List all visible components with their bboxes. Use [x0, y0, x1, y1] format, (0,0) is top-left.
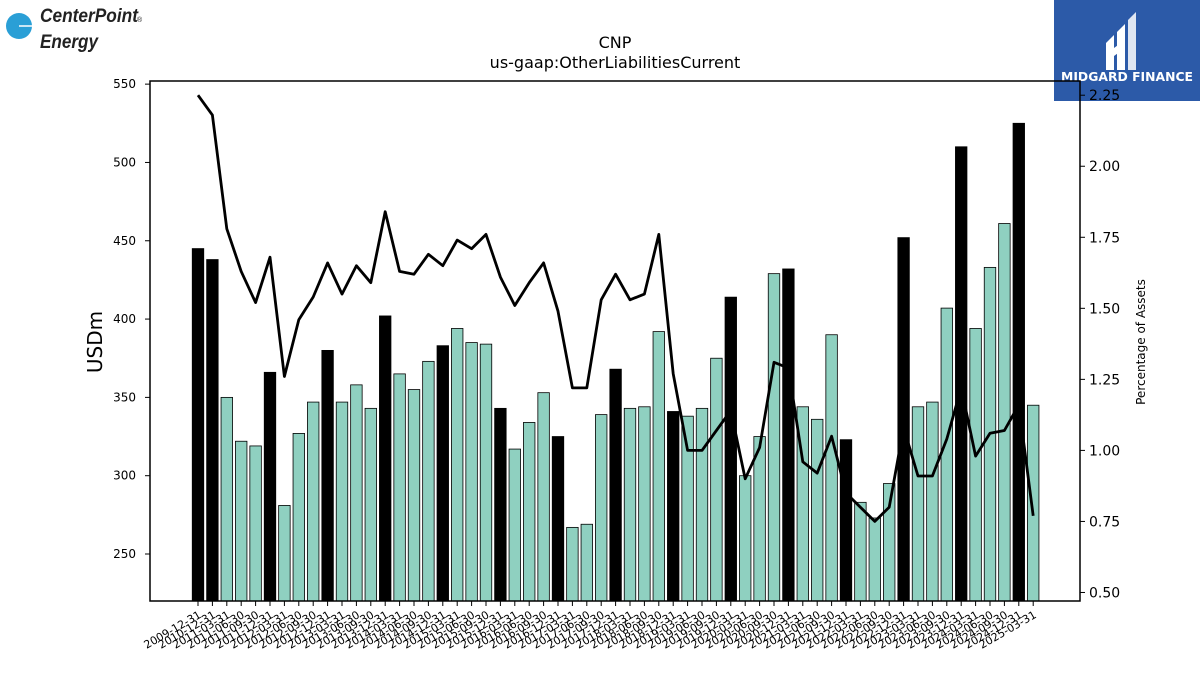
logo-line2: Energy — [40, 32, 99, 53]
x-axis: 2009-12-312010-12-312011-03-312011-06-30… — [142, 601, 1039, 652]
bar-2018-09-30 — [652, 331, 665, 602]
y-tick-label: 350 — [113, 390, 136, 404]
bar-2021-06-30 — [811, 418, 824, 602]
bar-2013-12-31 — [379, 315, 392, 602]
pct-of-assets-line — [196, 94, 1035, 523]
y-tick-label: 250 — [113, 547, 136, 561]
y-axis: 250 300 350 400 450 500 550 — [113, 77, 150, 561]
bar-2017-06-30 — [580, 523, 593, 602]
bar-2012-03-31 — [278, 505, 291, 602]
y2-tick-label: 2.00 — [1089, 159, 1120, 175]
y-axis-label: USDm — [83, 311, 107, 373]
bar-2016-03-31 — [508, 448, 521, 602]
bar-2013-09-30 — [364, 407, 377, 602]
bar-2020-06-30 — [753, 436, 766, 602]
bar-2015-03-31 — [451, 328, 464, 602]
y2-tick-label: 0.50 — [1089, 585, 1120, 601]
bar-2010-12-31 — [206, 259, 219, 602]
bar-2017-12-31 — [609, 368, 622, 602]
bar-2023-12-31 — [955, 146, 968, 602]
bar-2020-12-31 — [782, 268, 795, 602]
y2-tick-label: 0.75 — [1089, 514, 1120, 530]
y2-tick-label: 1.75 — [1089, 230, 1120, 246]
bar-2023-06-30 — [926, 401, 939, 602]
bar-2025-03-31 — [1027, 404, 1040, 602]
midgard-finance-logo: MIDGARD FINANCE — [1054, 0, 1200, 101]
bar-2022-06-30 — [868, 517, 881, 602]
bar-2022-03-31 — [854, 501, 867, 602]
bar-2012-06-30 — [292, 433, 305, 602]
bar-2011-12-31 — [263, 371, 277, 602]
y-tick-label: 550 — [113, 77, 136, 91]
bar-2014-12-31 — [436, 345, 449, 602]
bar-2011-06-30 — [235, 440, 248, 602]
y2-axis-label: Percentage of Assets — [1134, 279, 1148, 405]
bar-2009-12-31 — [191, 248, 205, 602]
logo-mark: ® — [137, 16, 143, 24]
bar-2020-09-30 — [767, 273, 781, 602]
y2-tick-label: 1.00 — [1089, 443, 1120, 459]
bar-2015-12-31 — [494, 407, 507, 602]
y2-tick-label: 1.25 — [1089, 372, 1120, 388]
bar-2015-06-30 — [465, 342, 478, 602]
y-tick-label: 450 — [113, 234, 136, 248]
bar-2017-03-31 — [566, 526, 579, 602]
bar-2019-06-30 — [695, 407, 709, 602]
y-tick-label: 300 — [113, 469, 136, 483]
bars-layer — [191, 122, 1040, 602]
bar-2012-09-30 — [307, 401, 320, 602]
bar-2023-03-31 — [911, 406, 925, 602]
bar-2012-12-31 — [321, 349, 334, 602]
bar-2015-09-30 — [479, 343, 493, 602]
bar-2016-12-31 — [551, 436, 565, 602]
bar-2018-06-30 — [638, 406, 651, 602]
y2-axis: 0.50 0.75 1.00 1.25 1.50 1.75 2.00 2.25 — [1080, 88, 1120, 601]
y2-tick-label: 1.50 — [1089, 301, 1120, 317]
chart-title: CNP — [599, 33, 632, 52]
bar-2014-06-30 — [407, 389, 421, 602]
line-layer — [196, 94, 1035, 523]
bar-2021-12-31 — [839, 439, 853, 602]
y2-tick-label: 2.25 — [1089, 88, 1120, 104]
bar-2014-03-31 — [393, 373, 406, 602]
logo-line1: CenterPoint — [40, 6, 139, 27]
bar-2023-09-30 — [940, 307, 953, 602]
bar-2018-12-31 — [667, 411, 680, 602]
bar-2011-03-31 — [220, 396, 233, 602]
bar-2021-09-30 — [825, 334, 838, 602]
midgard-mark-icon — [1106, 12, 1136, 70]
bar-2024-09-30 — [998, 223, 1011, 602]
midgard-text: MIDGARD FINANCE — [1061, 70, 1193, 84]
bar-2016-09-30 — [537, 392, 550, 602]
bar-2014-09-30 — [422, 360, 435, 602]
bar-2011-09-30 — [249, 445, 262, 602]
plot-frame — [149, 80, 1081, 602]
bar-2019-09-30 — [710, 357, 723, 602]
y-tick-label: 400 — [113, 312, 136, 326]
bar-2017-09-30 — [595, 414, 608, 602]
bar-2022-12-31 — [897, 237, 910, 602]
bar-2024-03-31 — [969, 328, 982, 602]
bar-2020-03-31 — [739, 475, 752, 602]
bar-2019-12-31 — [724, 296, 737, 602]
bar-2013-03-31 — [335, 401, 349, 602]
bar-2013-06-30 — [350, 384, 363, 602]
bar-2024-12-31 — [1012, 122, 1025, 602]
bar-2018-03-31 — [623, 407, 637, 602]
bar-2016-06-30 — [523, 422, 536, 602]
y-tick-label: 500 — [113, 155, 136, 169]
centerpoint-logo: CenterPoint ® Energy — [4, 4, 154, 54]
chart-subtitle: us-gaap:OtherLiabilitiesCurrent — [490, 53, 741, 72]
